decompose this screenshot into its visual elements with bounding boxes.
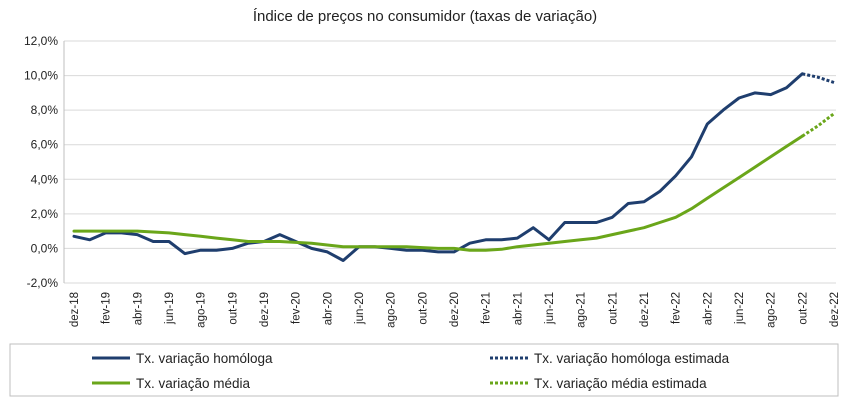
x-tick-label: fev-20 (291, 292, 303, 324)
x-tick-label: out-19 (227, 292, 239, 325)
x-tick-label: out-22 (797, 292, 809, 325)
x-tick-label: dez-19 (259, 292, 271, 327)
x-tick-label: out-20 (417, 292, 429, 325)
x-tick-label: fev-19 (101, 292, 113, 324)
gridlines (63, 40, 836, 284)
x-tick-label: abr-20 (322, 292, 334, 325)
legend: Tx. variação homóloga Tx. variação homól… (9, 343, 839, 397)
x-tick-label: dez-20 (449, 292, 461, 327)
series-lines (72, 72, 835, 262)
y-axis-ticks: -2,0% 0,0% 2,0% 4,0% 6,0% 8,0% 10,0% 12,0% (24, 34, 58, 290)
legend-label-homologa: Tx. variação homóloga (136, 351, 273, 366)
x-tick-label: jun-19 (164, 292, 176, 325)
series-line-0 (72, 72, 804, 262)
series-line-1 (801, 72, 835, 84)
x-tick-label: dez-21 (639, 292, 651, 327)
legend-label-homologa-estimada: Tx. variação homóloga estimada (534, 351, 730, 366)
y-tick-label: 8,0% (31, 103, 59, 117)
x-tick-label: jun-20 (354, 292, 366, 325)
x-tick-label: dez-18 (69, 292, 81, 327)
x-tick-label: fev-21 (481, 292, 493, 324)
legend-box (9, 343, 839, 397)
chart-title: Índice de preços no consumidor (taxas de… (253, 8, 597, 25)
y-tick-label: 6,0% (31, 138, 59, 152)
x-tick-label: out-21 (607, 292, 619, 325)
y-tick-label: 10,0% (24, 69, 58, 83)
legend-label-media: Tx. variação média (136, 376, 251, 391)
series-line-3 (801, 112, 835, 138)
x-tick-label: jun-22 (734, 292, 746, 325)
x-axis-ticks: dez-18 fev-19 abr-19 jun-19 ago-19 out-19 dez-… (69, 292, 841, 328)
x-tick-label: jun-21 (544, 292, 556, 325)
x-tick-label: ago-21 (576, 292, 588, 328)
x-tick-label: abr-22 (702, 292, 714, 325)
x-tick-label: ago-22 (766, 292, 778, 328)
x-tick-label: ago-19 (196, 292, 208, 328)
legend-label-media-estimada: Tx. variação média estimada (534, 376, 707, 391)
x-tick-label: abr-19 (132, 292, 144, 325)
y-tick-label: 2,0% (31, 207, 59, 221)
x-tick-label: ago-20 (386, 292, 398, 328)
y-tick-label: 0,0% (31, 241, 59, 255)
x-tick-label: fev-22 (671, 292, 683, 324)
y-tick-label: 12,0% (24, 34, 58, 48)
series-line-2 (72, 134, 804, 252)
y-tick-label: -2,0% (27, 276, 59, 290)
x-tick-label: dez-22 (829, 292, 841, 327)
x-tick-label: abr-21 (512, 292, 524, 325)
y-tick-label: 4,0% (31, 172, 59, 186)
